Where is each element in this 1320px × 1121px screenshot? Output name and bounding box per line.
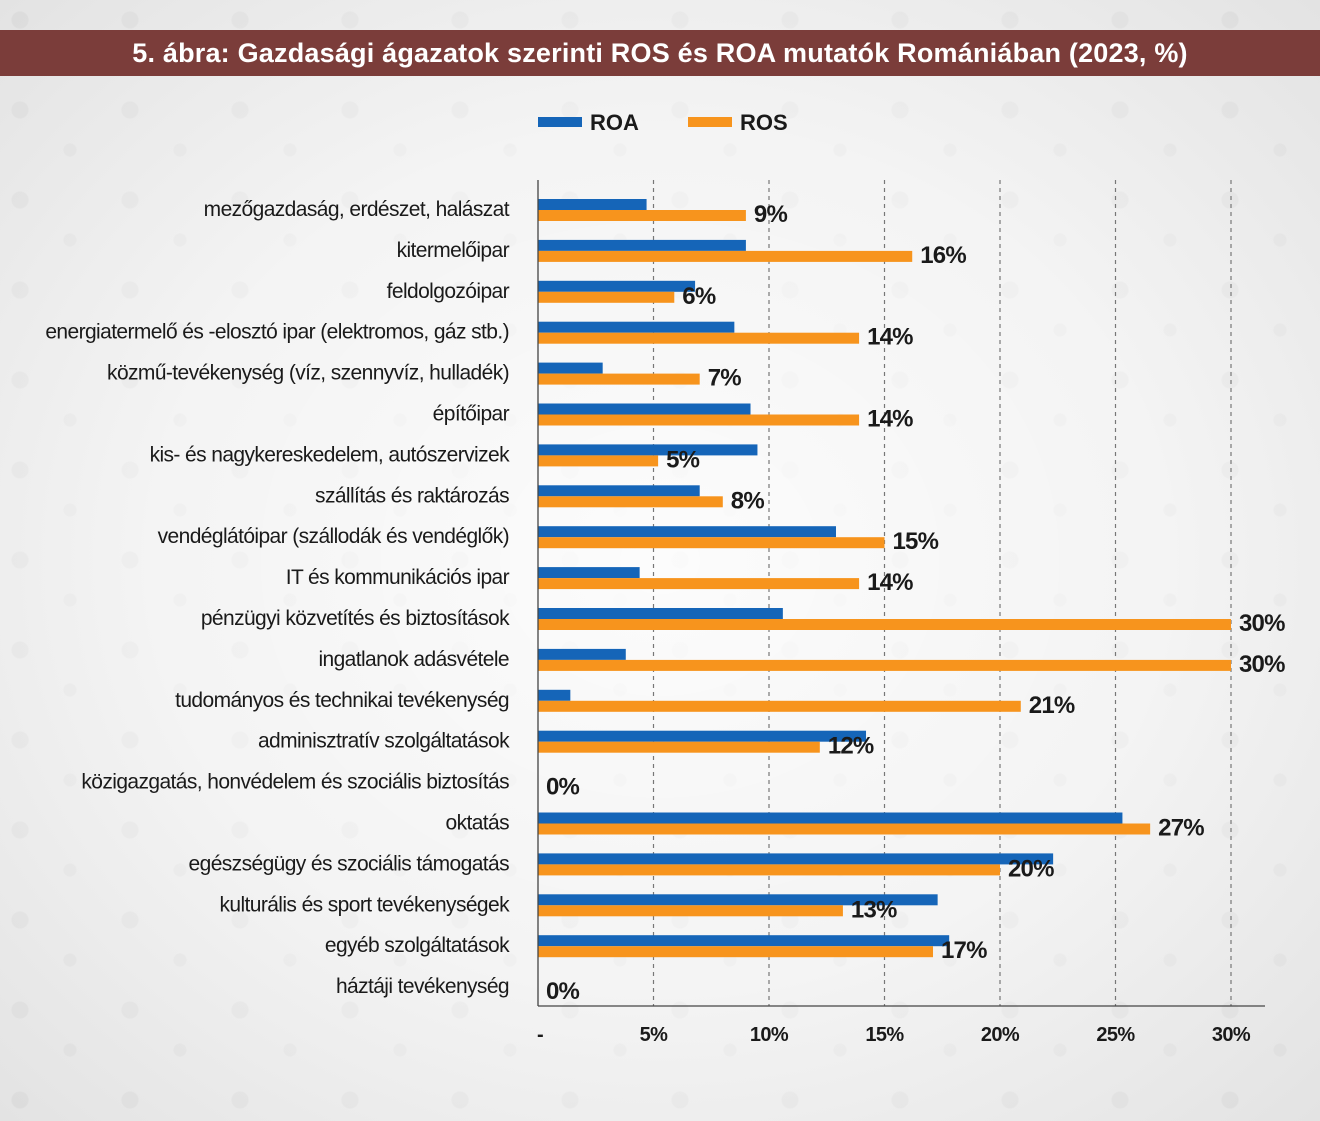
bar-roa bbox=[538, 894, 938, 906]
category-label: energiatermelő és -elosztó ipar (elektro… bbox=[45, 321, 509, 344]
bar-ros bbox=[538, 946, 934, 958]
category-label: oktatás bbox=[445, 812, 509, 835]
bar-ros bbox=[538, 537, 885, 549]
bar-roa bbox=[538, 853, 1054, 865]
bar-roa bbox=[538, 689, 571, 701]
bar-roa bbox=[538, 526, 836, 538]
data-label: 14% bbox=[867, 569, 913, 596]
legend-swatch-ros bbox=[688, 117, 732, 127]
category-label: közigazgatás, honvédelem és szociális bi… bbox=[81, 771, 509, 794]
bar-roa bbox=[538, 239, 746, 251]
category-label: egyéb szolgáltatások bbox=[325, 934, 510, 957]
x-tick-label: 30% bbox=[1212, 1024, 1251, 1046]
data-label: 14% bbox=[867, 406, 913, 433]
x-tick-label: 10% bbox=[750, 1024, 789, 1046]
category-label: közmű-tevékenység (víz, szennyvíz, hulla… bbox=[107, 362, 509, 385]
bar-ros bbox=[538, 700, 1021, 712]
data-label: 0% bbox=[546, 978, 580, 1005]
data-label: 14% bbox=[867, 324, 913, 351]
x-tick-label: - bbox=[537, 1024, 543, 1046]
data-label: 0% bbox=[546, 774, 580, 801]
data-label: 17% bbox=[941, 937, 987, 964]
legend: ROA ROS bbox=[538, 110, 788, 135]
data-label: 21% bbox=[1029, 692, 1075, 719]
data-label: 30% bbox=[1239, 610, 1285, 637]
data-label: 9% bbox=[754, 201, 788, 228]
chart-title: 5. ábra: Gazdasági ágazatok szerinti ROS… bbox=[132, 37, 1188, 68]
category-label: adminisztratív szolgáltatások bbox=[258, 730, 510, 753]
bar-roa bbox=[538, 935, 950, 947]
data-label: 6% bbox=[682, 283, 716, 310]
bar-ros bbox=[538, 250, 913, 262]
data-label: 16% bbox=[920, 242, 966, 269]
bar-roa bbox=[538, 648, 626, 660]
x-tick-label: 25% bbox=[1096, 1024, 1135, 1046]
x-tick-label: 15% bbox=[865, 1024, 904, 1046]
bar-ros bbox=[538, 864, 1000, 876]
data-label: 13% bbox=[851, 896, 897, 923]
bar-roa bbox=[538, 403, 751, 415]
bar-ros bbox=[538, 291, 675, 303]
category-label: mezőgazdaság, erdészet, halászat bbox=[204, 198, 510, 221]
category-label: kulturális és sport tevékenységek bbox=[219, 893, 510, 916]
data-label: 20% bbox=[1008, 855, 1054, 882]
data-label: 5% bbox=[666, 446, 700, 473]
bar-roa bbox=[538, 485, 700, 497]
title-bar: 5. ábra: Gazdasági ágazatok szerinti ROS… bbox=[0, 30, 1320, 76]
bar-roa bbox=[538, 608, 783, 619]
bar-ros bbox=[538, 823, 1151, 835]
gridlines bbox=[652, 180, 1232, 1006]
labels: mezőgazdaság, erdészet, halászat 9% kiterm… bbox=[45, 198, 1286, 1005]
bar-ros bbox=[538, 414, 860, 426]
data-label: 12% bbox=[828, 733, 874, 760]
data-label: 15% bbox=[893, 528, 939, 555]
category-label: pénzügyi közvetítés és biztosítások bbox=[201, 607, 510, 630]
bar-roa bbox=[538, 199, 647, 210]
data-label: 27% bbox=[1158, 815, 1204, 842]
category-label: egészségügy és szociális támogatás bbox=[189, 852, 510, 875]
bar-ros bbox=[538, 619, 1231, 630]
bar-roa bbox=[538, 444, 758, 456]
category-label: szállítás és raktározás bbox=[315, 484, 509, 507]
data-label: 30% bbox=[1239, 651, 1285, 678]
bar-ros bbox=[538, 373, 700, 385]
legend-label-ros: ROS bbox=[740, 110, 788, 135]
legend-label-roa: ROA bbox=[590, 110, 639, 135]
x-tick-label: 5% bbox=[640, 1024, 669, 1046]
legend-swatch-roa bbox=[538, 117, 582, 127]
bar-ros bbox=[538, 210, 746, 221]
bars bbox=[538, 199, 1231, 958]
category-label: ingatlanok adásvétele bbox=[318, 648, 509, 671]
category-label: feldolgozóipar bbox=[387, 280, 510, 303]
data-label: 8% bbox=[731, 487, 765, 514]
bar-roa bbox=[538, 321, 735, 333]
category-label: háztáji tevékenység bbox=[336, 975, 509, 998]
bar-ros bbox=[538, 496, 723, 508]
x-tick-label: 20% bbox=[981, 1024, 1020, 1046]
category-label: építőipar bbox=[433, 403, 510, 426]
data-label: 7% bbox=[708, 365, 742, 392]
bar-roa bbox=[538, 567, 640, 579]
bar-ros bbox=[538, 578, 860, 590]
category-label: IT és kommunikációs ipar bbox=[286, 566, 510, 589]
bar-roa bbox=[538, 730, 867, 742]
bar-roa bbox=[538, 362, 603, 374]
bar-roa bbox=[538, 280, 696, 292]
bar-ros bbox=[538, 905, 843, 917]
category-label: vendéglátóipar (szállodák és vendéglők) bbox=[158, 525, 509, 548]
bar-roa bbox=[538, 812, 1123, 824]
category-label: kis- és nagykereskedelem, autószervizek bbox=[150, 443, 511, 466]
bar-ros bbox=[538, 455, 659, 467]
axis: - 5% 10% 15% 20% 25% 30% bbox=[537, 180, 1265, 1046]
bar-ros bbox=[538, 741, 820, 753]
bar-ros bbox=[538, 332, 860, 344]
bar-ros bbox=[538, 659, 1231, 671]
category-label: kitermelőipar bbox=[397, 239, 510, 262]
category-label: tudományos és technikai tevékenység bbox=[175, 689, 509, 712]
